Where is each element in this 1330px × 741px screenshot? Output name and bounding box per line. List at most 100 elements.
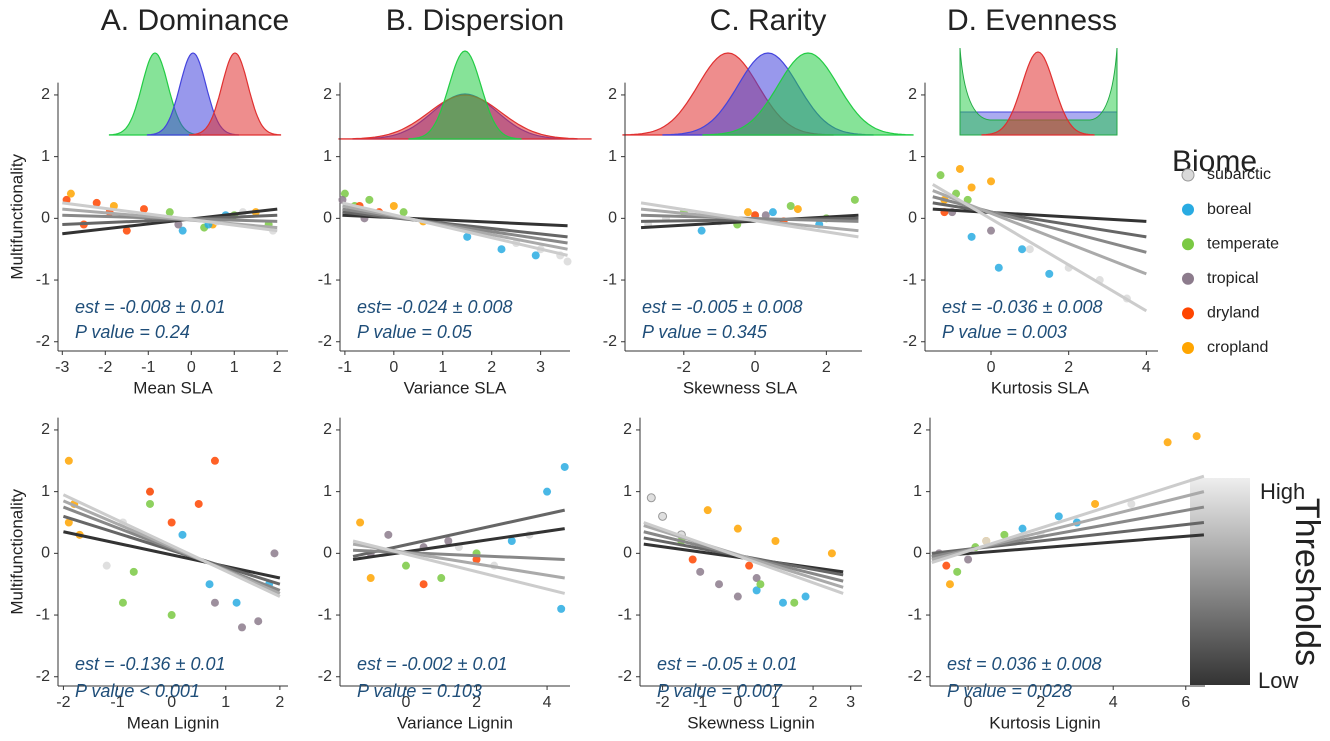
x-tick-label: 2 bbox=[822, 359, 831, 376]
data-point bbox=[955, 164, 964, 173]
x-tick-label: 2 bbox=[273, 359, 282, 376]
y-tick-label: 0 bbox=[41, 545, 50, 562]
data-point bbox=[1192, 432, 1201, 441]
data-point bbox=[178, 530, 187, 539]
y-tick-label: 2 bbox=[623, 421, 632, 438]
data-point bbox=[254, 617, 263, 626]
data-point bbox=[139, 205, 148, 214]
y-tick-label: 1 bbox=[41, 483, 50, 500]
y-tick-label: -2 bbox=[318, 333, 332, 350]
data-point bbox=[733, 592, 742, 601]
data-point bbox=[531, 251, 540, 260]
x-axis-label: Kurtosis SLA bbox=[991, 378, 1090, 397]
data-point bbox=[338, 195, 347, 204]
threshold-line bbox=[931, 474, 1205, 565]
y-tick-label: 2 bbox=[908, 86, 917, 103]
y-tick-label: 2 bbox=[608, 86, 617, 103]
legend-label: tropical bbox=[1207, 270, 1259, 287]
y-tick-label: -2 bbox=[36, 668, 50, 685]
x-tick-label: -1 bbox=[110, 694, 124, 711]
threshold-line bbox=[643, 521, 844, 595]
data-point bbox=[756, 580, 765, 589]
x-tick-label: 1 bbox=[771, 694, 780, 711]
data-point bbox=[118, 598, 127, 607]
data-point bbox=[122, 226, 131, 235]
data-point bbox=[102, 561, 111, 570]
data-point bbox=[389, 202, 398, 211]
data-point bbox=[967, 183, 976, 192]
legend-swatch bbox=[1181, 168, 1195, 182]
y-tick-label: -2 bbox=[603, 333, 617, 350]
panel: -2 -1 0 1 2 -2 -1 0 1 2 Mean Lignin Multifunctional… bbox=[7, 417, 288, 732]
x-tick-label: 0 bbox=[733, 694, 742, 711]
data-point bbox=[270, 549, 279, 558]
data-point bbox=[936, 171, 945, 180]
data-point bbox=[507, 537, 516, 546]
threshold-line bbox=[932, 201, 1147, 239]
data-point bbox=[232, 598, 241, 607]
threshold-line bbox=[62, 201, 278, 233]
y-tick-label: -2 bbox=[318, 668, 332, 685]
y-tick-label: -2 bbox=[36, 333, 50, 350]
data-point bbox=[987, 177, 996, 186]
data-point bbox=[401, 561, 410, 570]
x-axis-label: Variance Lignin bbox=[397, 713, 513, 732]
data-point bbox=[1025, 245, 1034, 254]
x-axis-label: Mean Lignin bbox=[127, 713, 220, 732]
x-tick-label: 2 bbox=[809, 694, 818, 711]
annotation: P value = 0.028 bbox=[947, 681, 1072, 701]
y-tick-label: 0 bbox=[41, 210, 50, 227]
data-point bbox=[543, 487, 552, 496]
x-axis-label: Skewness SLA bbox=[683, 378, 798, 397]
threshold-line bbox=[352, 548, 565, 562]
x-tick-label: -2 bbox=[655, 694, 669, 711]
annotation: P value = 0.007 bbox=[657, 681, 783, 701]
data-point bbox=[194, 499, 203, 508]
y-tick-label: -1 bbox=[618, 606, 632, 623]
x-tick-label: 4 bbox=[1109, 694, 1118, 711]
legend-label: boreal bbox=[1207, 201, 1251, 218]
data-point bbox=[994, 263, 1003, 272]
x-axis-label: Mean SLA bbox=[133, 378, 213, 397]
x-axis-label: Variance SLA bbox=[404, 378, 507, 397]
data-point bbox=[146, 487, 154, 496]
data-point bbox=[942, 561, 951, 570]
x-tick-label: 3 bbox=[536, 359, 545, 376]
data-point bbox=[64, 456, 73, 465]
data-point bbox=[696, 567, 705, 576]
threshold-line bbox=[640, 213, 859, 230]
annotation: P value = 0.345 bbox=[642, 322, 768, 342]
y-axis-label: Multifunctionality bbox=[7, 488, 26, 614]
x-tick-label: 4 bbox=[1142, 359, 1151, 376]
y-tick-label: 2 bbox=[41, 421, 50, 438]
data-point bbox=[557, 604, 566, 613]
data-point bbox=[384, 530, 393, 539]
y-tick-label: 0 bbox=[623, 545, 632, 562]
x-tick-label: -2 bbox=[677, 359, 691, 376]
data-point bbox=[444, 537, 453, 546]
data-point bbox=[688, 555, 697, 564]
annotation: est = -0.136 ± 0.01 bbox=[75, 654, 225, 674]
data-point bbox=[167, 611, 176, 620]
threshold-line bbox=[342, 210, 568, 239]
data-point bbox=[167, 518, 176, 527]
legend-swatch bbox=[1182, 342, 1194, 354]
y-tick-label: -1 bbox=[318, 271, 332, 288]
data-point bbox=[472, 555, 481, 564]
data-point bbox=[365, 195, 374, 204]
column-title: A. Dominance bbox=[101, 4, 289, 37]
threshold-low: Low bbox=[1258, 668, 1298, 693]
data-point bbox=[437, 574, 446, 583]
y-tick-label: 0 bbox=[913, 545, 922, 562]
data-point bbox=[64, 518, 73, 527]
data-point bbox=[178, 226, 187, 235]
y-tick-label: 1 bbox=[913, 483, 922, 500]
data-point bbox=[945, 580, 954, 589]
y-tick-label: 2 bbox=[323, 86, 332, 103]
threshold-high: High bbox=[1260, 479, 1305, 504]
threshold-line bbox=[352, 539, 566, 595]
column-title: D. Evenness bbox=[947, 4, 1117, 37]
x-tick-label: 3 bbox=[846, 694, 855, 711]
panel: -2 -1 0 1 2 0 2 4 Variance Lignin est = -0.002 ± … bbox=[318, 417, 570, 732]
